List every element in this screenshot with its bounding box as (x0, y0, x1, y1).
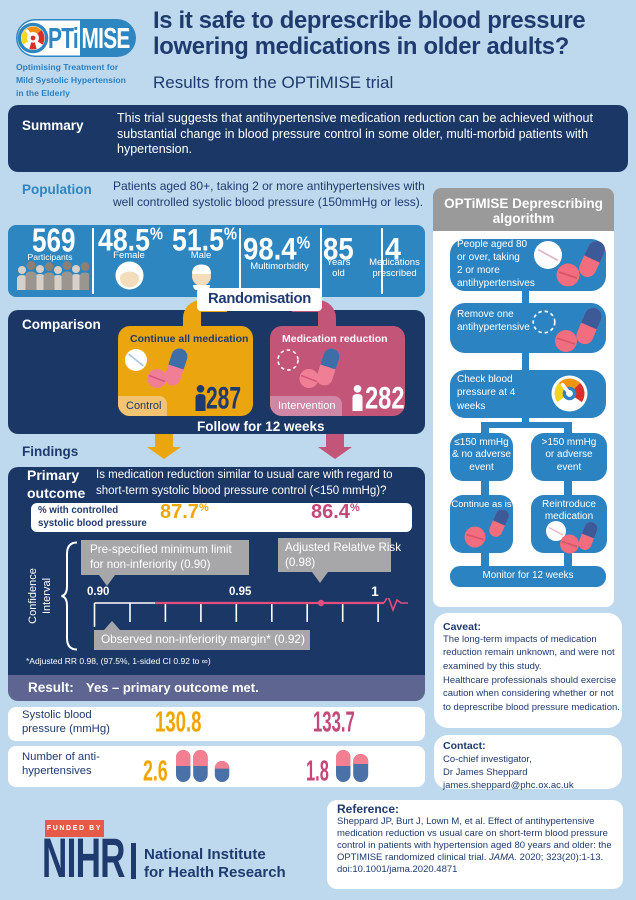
svg-text:MISE: MISE (82, 23, 130, 55)
svg-text:PTi: PTi (48, 23, 78, 55)
